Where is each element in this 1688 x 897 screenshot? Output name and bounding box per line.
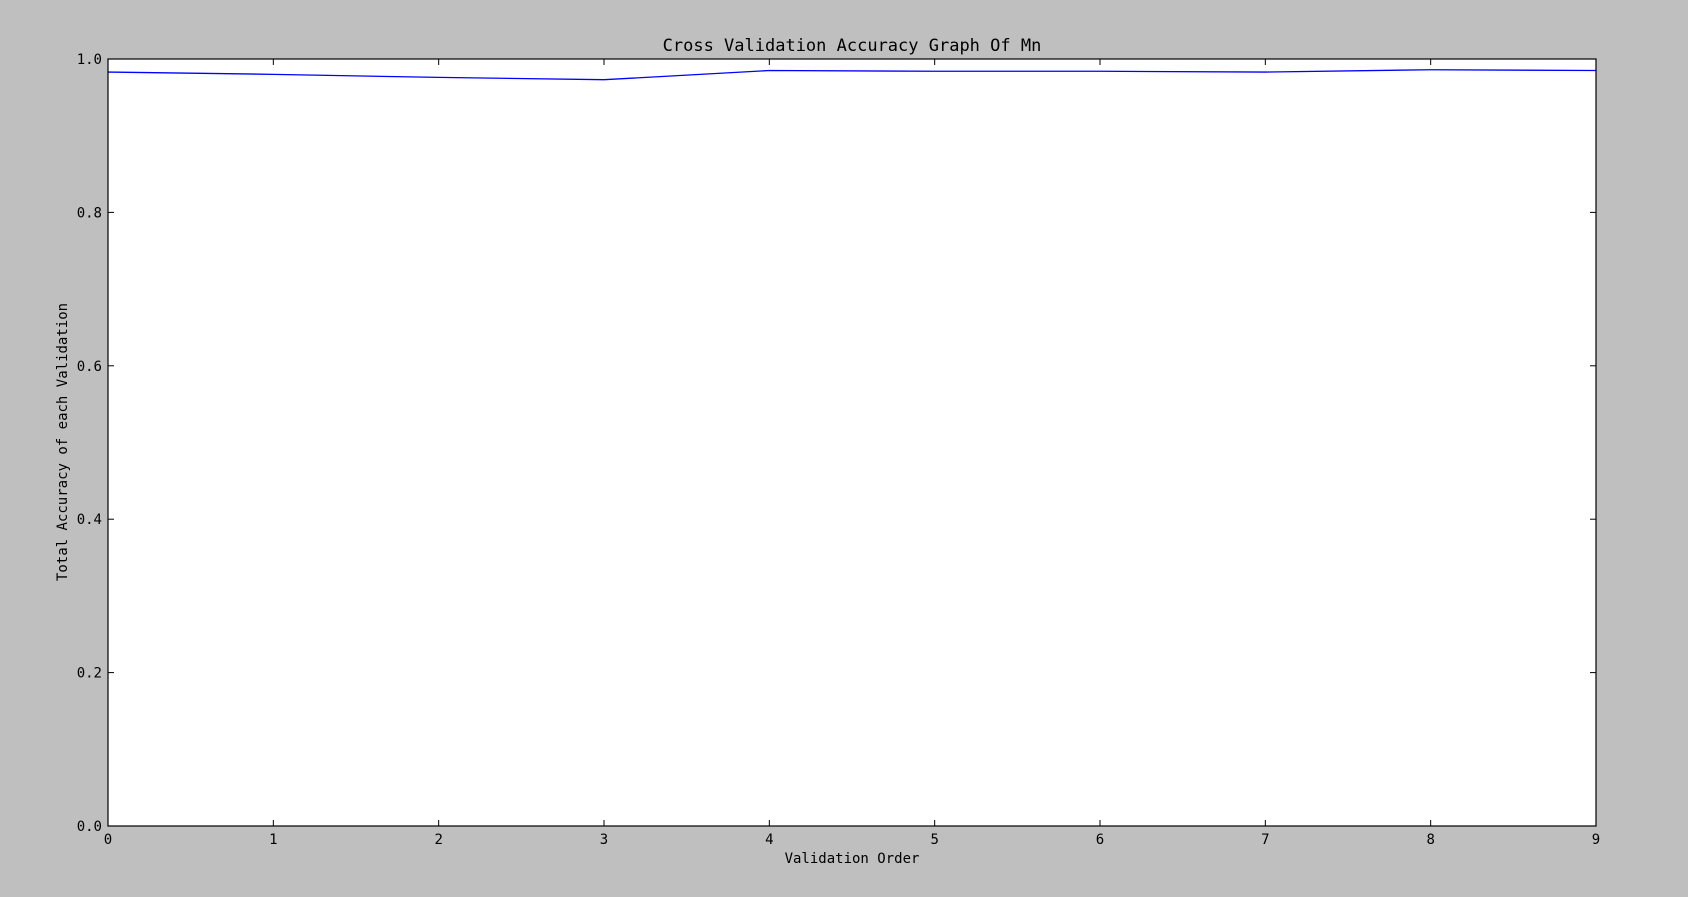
x-tick-label: 0 — [104, 832, 112, 848]
x-tick-label: 8 — [1426, 832, 1434, 848]
x-tick-label: 1 — [269, 832, 277, 848]
y-tick-label: 0.8 — [77, 205, 102, 221]
y-tick-label: 0.2 — [77, 666, 102, 682]
y-tick-label: 1.0 — [77, 52, 102, 68]
x-tick-label: 2 — [434, 832, 442, 848]
series-line — [107, 69, 1597, 81]
x-tick-label: 7 — [1261, 832, 1269, 848]
series-lines — [107, 69, 1597, 81]
x-tick-label: 5 — [930, 832, 938, 848]
plot-area — [108, 59, 1596, 826]
y-axis-label: Total Accuracy of each Validation — [55, 303, 71, 581]
plot-frame — [107, 58, 1597, 827]
x-tick-label: 4 — [765, 832, 773, 848]
y-tick-label: 0.4 — [77, 512, 102, 528]
x-axis-label: Validation Order — [785, 851, 920, 867]
x-tick-label: 6 — [1096, 832, 1104, 848]
x-tick-label: 9 — [1592, 832, 1600, 848]
y-tick-label: 0.6 — [77, 359, 102, 375]
chart-title: Cross Validation Accuracy Graph Of Mn — [663, 36, 1042, 56]
x-tick-label: 3 — [600, 832, 608, 848]
y-tick-label: 0.0 — [77, 819, 102, 835]
